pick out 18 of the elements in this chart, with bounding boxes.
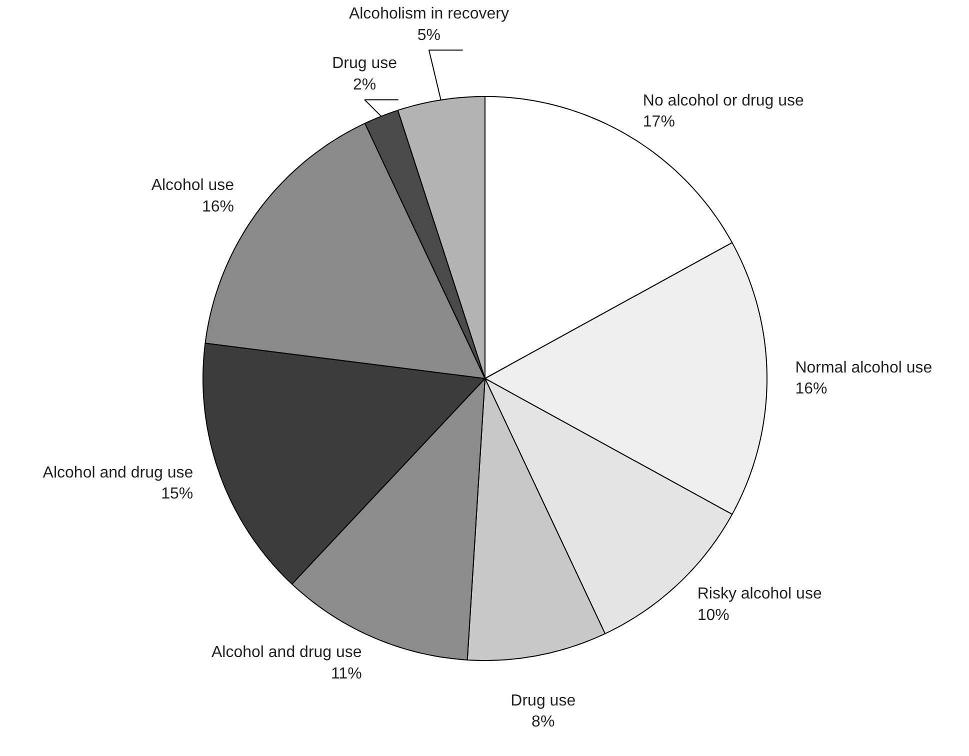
data-label: 17% <box>642 114 675 131</box>
data-label: 5% <box>417 26 441 44</box>
slice-label: Alcohol and drug use <box>211 644 362 662</box>
slice-label: Alcohol and drug use <box>42 464 194 482</box>
data-label: 10% <box>697 606 730 624</box>
data-label: 16% <box>795 380 828 398</box>
slice-label: Drug use <box>332 55 398 72</box>
slice-label: Drug use <box>510 692 576 710</box>
slice-label: Alcoholism in recovery <box>348 6 510 23</box>
data-label: 15% <box>161 486 194 503</box>
slice-label: No alcohol or drug use <box>642 92 804 110</box>
slice-label: Risky alcohol use <box>697 586 822 602</box>
data-label: 16% <box>202 198 234 216</box>
data-label: 8% <box>532 714 555 731</box>
slice-label: Alcohol use <box>151 177 234 194</box>
data-label: 11% <box>330 665 362 682</box>
data-label: 2% <box>353 76 376 94</box>
slice-label: Normal alcohol use <box>795 359 932 376</box>
